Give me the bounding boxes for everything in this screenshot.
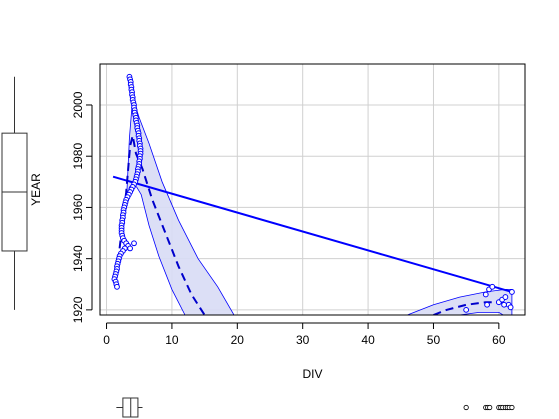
data-point <box>127 245 133 252</box>
y-tick-label: 1960 <box>71 194 85 221</box>
x-axis: 0 10 20 30 40 50 60 <box>103 322 506 347</box>
x-tick-label: 10 <box>165 333 179 347</box>
marginal-y-boxplot <box>1 76 28 310</box>
x-outlier <box>463 404 469 411</box>
data-point <box>482 291 489 298</box>
x-tick-label: 40 <box>361 333 375 347</box>
plot-area <box>99 63 526 316</box>
data-point <box>489 283 496 290</box>
data-point <box>484 301 490 308</box>
data-point <box>463 306 470 313</box>
x-outlier <box>487 404 493 411</box>
data-point <box>114 283 120 290</box>
smooth-line-low-DIV <box>118 135 206 315</box>
linear-fit-line <box>112 175 513 293</box>
marginal-x-boxplot <box>116 397 515 418</box>
y-axis-label: YEAR <box>29 173 43 206</box>
x-tick-label: 50 <box>427 333 441 347</box>
y-tick-label: 1940 <box>71 245 85 272</box>
y-tick-label: 1920 <box>71 296 85 323</box>
data-point <box>131 240 137 247</box>
x-tick-label: 20 <box>231 333 245 347</box>
x-axis-label: DIV <box>302 367 322 381</box>
data-point <box>507 304 514 311</box>
plot-frame <box>99 63 526 316</box>
x-tick-label: 30 <box>296 333 310 347</box>
data-point <box>509 289 515 295</box>
x-outlier <box>509 404 515 411</box>
confidence-bands <box>125 97 513 315</box>
y-tick-label: 1980 <box>71 143 85 170</box>
data-points <box>111 73 515 313</box>
y-axis: 1920 1940 1960 1980 2000 <box>71 91 93 323</box>
data-point <box>502 294 509 300</box>
data-point <box>501 301 507 308</box>
x-tick-label: 0 <box>103 333 110 347</box>
x-tick-label: 60 <box>492 333 506 347</box>
y-tick-label: 2000 <box>71 91 85 118</box>
